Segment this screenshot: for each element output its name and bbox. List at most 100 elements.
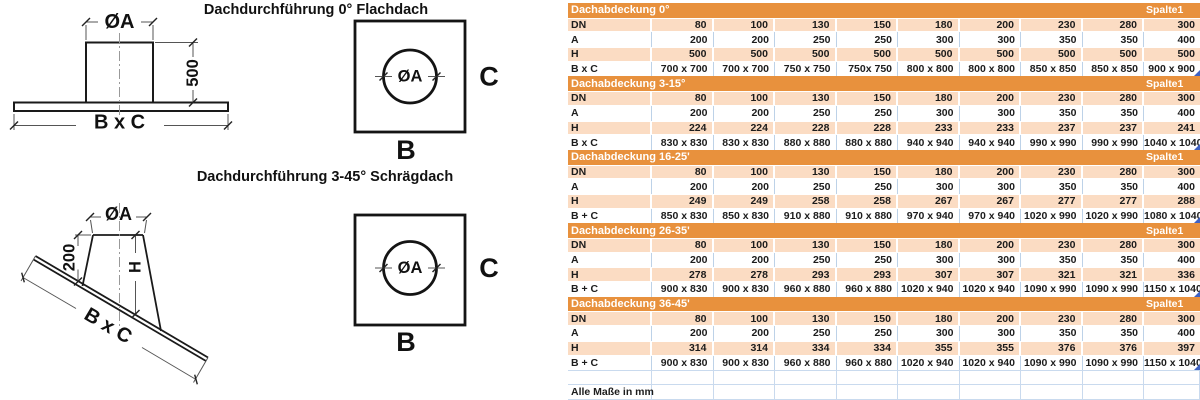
value-cell[interactable]: 1090 x 990 bbox=[1082, 355, 1145, 371]
value-cell[interactable]: 250 bbox=[836, 32, 898, 48]
value-cell[interactable]: 150 bbox=[836, 311, 898, 327]
value-cell[interactable]: 990 x 990 bbox=[1082, 135, 1145, 150]
value-cell[interactable]: 1040 x 1040 bbox=[1144, 135, 1200, 150]
value-cell[interactable]: 267 bbox=[898, 193, 960, 209]
value-cell[interactable]: 280 bbox=[1082, 164, 1145, 180]
value-cell[interactable]: 130 bbox=[775, 17, 837, 33]
value-cell[interactable]: 350 bbox=[1021, 326, 1083, 341]
value-cell[interactable]: 130 bbox=[775, 311, 837, 327]
value-cell[interactable]: 80 bbox=[652, 91, 714, 106]
value-cell[interactable]: 200 bbox=[959, 17, 1021, 33]
value-cell[interactable]: 1020 x 990 bbox=[1021, 208, 1083, 224]
row-label[interactable]: H bbox=[568, 267, 652, 283]
value-cell[interactable]: 230 bbox=[1021, 238, 1083, 253]
value-cell[interactable]: 300 bbox=[959, 179, 1021, 194]
value-cell[interactable]: 277 bbox=[1021, 193, 1083, 209]
value-cell[interactable]: 277 bbox=[1082, 193, 1145, 209]
row-label[interactable]: B x C bbox=[568, 135, 652, 150]
value-cell[interactable]: 334 bbox=[836, 340, 898, 356]
value-cell[interactable]: 970 x 940 bbox=[959, 208, 1021, 224]
empty-cell[interactable] bbox=[1021, 384, 1083, 400]
row-label[interactable]: B + C bbox=[568, 208, 652, 224]
value-cell[interactable]: 1150 x 1040 bbox=[1144, 355, 1200, 371]
value-cell[interactable]: 230 bbox=[1021, 164, 1083, 180]
value-cell[interactable]: 900 x 830 bbox=[652, 355, 714, 371]
value-cell[interactable]: 500 bbox=[652, 47, 714, 62]
value-cell[interactable]: 850 x 830 bbox=[713, 208, 775, 224]
value-cell[interactable]: 400 bbox=[1144, 179, 1200, 194]
value-cell[interactable]: 258 bbox=[836, 193, 898, 209]
value-cell[interactable]: 1020 x 990 bbox=[1082, 208, 1145, 224]
row-label[interactable]: H bbox=[568, 120, 652, 136]
value-cell[interactable]: 300 bbox=[898, 326, 960, 341]
value-cell[interactable]: 334 bbox=[775, 340, 837, 356]
value-cell[interactable]: 900 x 900 bbox=[1144, 61, 1200, 77]
value-cell[interactable]: 800 x 800 bbox=[898, 61, 960, 77]
value-cell[interactable]: 300 bbox=[1144, 91, 1200, 106]
row-label[interactable]: H bbox=[568, 193, 652, 209]
value-cell[interactable]: 230 bbox=[1021, 311, 1083, 327]
row-label[interactable]: A bbox=[568, 252, 652, 268]
value-cell[interactable]: 200 bbox=[713, 326, 775, 341]
empty-cell[interactable] bbox=[1144, 384, 1200, 400]
section-title[interactable]: Dachabdeckung 16-25' bbox=[568, 149, 1145, 165]
value-cell[interactable]: 180 bbox=[898, 238, 960, 253]
section-title[interactable]: Dachabdeckung 0° bbox=[568, 3, 1145, 18]
value-cell[interactable]: 150 bbox=[836, 238, 898, 253]
row-label[interactable]: DN bbox=[568, 91, 652, 106]
value-cell[interactable]: 100 bbox=[713, 311, 775, 327]
value-cell[interactable]: 1020 x 940 bbox=[898, 355, 960, 371]
value-cell[interactable]: 250 bbox=[775, 252, 837, 268]
row-label[interactable]: H bbox=[568, 47, 652, 62]
empty-cell[interactable] bbox=[1082, 370, 1145, 385]
value-cell[interactable]: 278 bbox=[713, 267, 775, 283]
value-cell[interactable]: 150 bbox=[836, 91, 898, 106]
spalte1-header[interactable]: Spalte1 bbox=[1144, 76, 1200, 92]
value-cell[interactable]: 500 bbox=[959, 47, 1021, 62]
value-cell[interactable]: 267 bbox=[959, 193, 1021, 209]
value-cell[interactable]: 990 x 990 bbox=[1021, 135, 1083, 150]
value-cell[interactable]: 321 bbox=[1082, 267, 1145, 283]
row-label[interactable]: A bbox=[568, 326, 652, 341]
value-cell[interactable]: 960 x 880 bbox=[775, 355, 837, 371]
value-cell[interactable]: 970 x 940 bbox=[898, 208, 960, 224]
value-cell[interactable]: 910 x 880 bbox=[775, 208, 837, 224]
value-cell[interactable]: 200 bbox=[652, 105, 714, 121]
value-cell[interactable]: 200 bbox=[713, 179, 775, 194]
value-cell[interactable]: 280 bbox=[1082, 17, 1145, 33]
value-cell[interactable]: 300 bbox=[898, 32, 960, 48]
value-cell[interactable]: 250 bbox=[836, 252, 898, 268]
value-cell[interactable]: 300 bbox=[1144, 17, 1200, 33]
value-cell[interactable]: 880 x 880 bbox=[836, 135, 898, 150]
value-cell[interactable]: 500 bbox=[1021, 47, 1083, 62]
value-cell[interactable]: 100 bbox=[713, 91, 775, 106]
value-cell[interactable]: 100 bbox=[713, 17, 775, 33]
value-cell[interactable]: 700 x 700 bbox=[652, 61, 714, 77]
row-label[interactable]: H bbox=[568, 340, 652, 356]
value-cell[interactable]: 350 bbox=[1082, 105, 1145, 121]
value-cell[interactable]: 280 bbox=[1082, 91, 1145, 106]
value-cell[interactable]: 249 bbox=[652, 193, 714, 209]
empty-cell[interactable] bbox=[959, 370, 1021, 385]
value-cell[interactable]: 300 bbox=[898, 105, 960, 121]
value-cell[interactable]: 350 bbox=[1021, 105, 1083, 121]
value-cell[interactable]: 200 bbox=[959, 311, 1021, 327]
value-cell[interactable]: 400 bbox=[1144, 252, 1200, 268]
value-cell[interactable]: 1020 x 940 bbox=[959, 282, 1021, 297]
empty-cell[interactable] bbox=[713, 384, 775, 400]
value-cell[interactable]: 300 bbox=[959, 105, 1021, 121]
value-cell[interactable]: 880 x 880 bbox=[775, 135, 837, 150]
row-label[interactable]: A bbox=[568, 105, 652, 121]
empty-cell[interactable] bbox=[836, 370, 898, 385]
value-cell[interactable]: 960 x 880 bbox=[836, 355, 898, 371]
value-cell[interactable]: 233 bbox=[898, 120, 960, 136]
value-cell[interactable]: 300 bbox=[1144, 311, 1200, 327]
empty-cell[interactable] bbox=[898, 370, 960, 385]
value-cell[interactable]: 314 bbox=[713, 340, 775, 356]
empty-cell[interactable] bbox=[836, 384, 898, 400]
value-cell[interactable]: 314 bbox=[652, 340, 714, 356]
value-cell[interactable]: 300 bbox=[959, 252, 1021, 268]
value-cell[interactable]: 200 bbox=[959, 238, 1021, 253]
value-cell[interactable]: 180 bbox=[898, 311, 960, 327]
value-cell[interactable]: 850 x 830 bbox=[652, 208, 714, 224]
